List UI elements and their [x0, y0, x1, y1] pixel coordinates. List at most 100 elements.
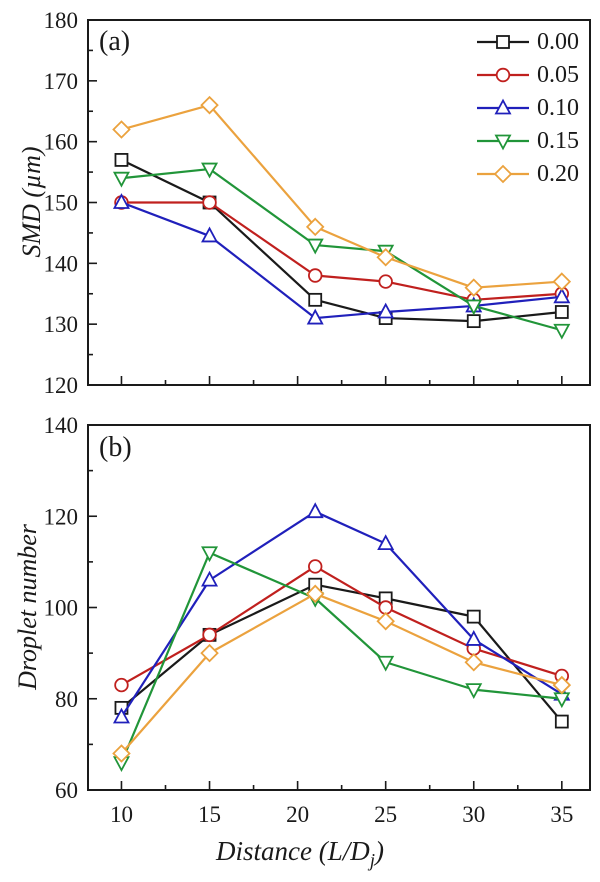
diamond-marker: [552, 272, 572, 291]
triangle-down-marker: [201, 546, 219, 563]
triangle-up-marker: [306, 308, 324, 325]
diamond-marker: [112, 744, 131, 763]
series-line: [121, 104, 562, 289]
triangle-down-marker: [377, 655, 395, 672]
panel-b-y-axis-title: Droplet number: [13, 524, 42, 690]
legend-label: 0.05: [537, 61, 579, 88]
series-line: [121, 201, 562, 320]
plot-border: [87, 19, 591, 386]
square-marker: [114, 153, 129, 167]
legend-swatch: [477, 164, 529, 183]
x-tick-label: 30: [462, 802, 485, 827]
diamond-marker: [493, 164, 513, 183]
legend-swatch: [477, 34, 529, 49]
series-0.20: [112, 95, 572, 297]
series-line: [120, 158, 562, 323]
series-line: [120, 510, 563, 718]
series-0.20: [112, 584, 572, 763]
y-tick-label: 140: [44, 413, 79, 438]
triangle-up-marker: [112, 193, 130, 209]
triangle-down-marker: [112, 171, 130, 188]
square-marker: [308, 292, 323, 307]
triangle-down-marker: [465, 683, 483, 700]
x-axis: 10 15 20 25 30 35: [110, 781, 573, 827]
x-axis-title-close: ): [374, 836, 384, 866]
triangle-up-marker: [201, 570, 219, 587]
x-tick-label: 15: [198, 802, 221, 827]
series-line: [120, 551, 562, 764]
y-tick-label: 150: [44, 191, 79, 216]
series-0.10: [112, 193, 571, 325]
triangle-up-marker: [201, 226, 219, 243]
legend-label: 0.10: [537, 94, 579, 121]
y-tick-label: 170: [44, 69, 79, 94]
diamond-marker: [376, 611, 395, 631]
x-axis: [120, 376, 563, 385]
triangle-down-marker: [465, 299, 483, 316]
legend-label: 0.00: [537, 28, 579, 55]
triangle-down-marker: [553, 323, 571, 340]
triangle-up-marker: [553, 287, 571, 304]
panel-a-y-axis-title: SMD (µm): [17, 146, 46, 258]
circle-marker: [308, 268, 323, 283]
square-marker: [554, 305, 569, 319]
diamond-marker: [200, 95, 219, 115]
triangle-up-marker: [465, 630, 483, 646]
legend-label: 0.15: [537, 127, 579, 154]
series-0.10: [112, 502, 571, 724]
x-axis-title: Distance (L/Dj): [0, 836, 600, 872]
series-line: [121, 201, 562, 301]
triangle-up-marker: [377, 302, 395, 319]
circle-marker: [202, 627, 217, 643]
legend-item-0.00: 0.00: [476, 25, 579, 58]
panel-b-label: (b): [99, 432, 132, 463]
x-axis-title-subscript: j: [369, 850, 375, 872]
triangle-up-marker: [377, 534, 395, 551]
panel-a-label: (a): [99, 26, 131, 57]
triangle-down-marker: [201, 162, 219, 179]
y-tick-label: 100: [44, 596, 79, 621]
legend-item-0.20: 0.20: [476, 157, 579, 190]
y-axis: 60 80 100 120 140: [44, 413, 97, 803]
diamond-marker: [305, 584, 325, 604]
series-0.05: [114, 559, 570, 693]
diamond-marker: [464, 278, 484, 297]
diamond-marker: [112, 120, 131, 139]
triangle-down-marker: [494, 134, 512, 150]
plot-border: [87, 424, 591, 791]
series-line: [120, 592, 563, 755]
panel-a-plot: 120 130 140 150 160 170 180: [44, 8, 591, 398]
triangle-up-marker: [494, 98, 512, 114]
circle-marker: [308, 559, 323, 574]
legend: 0.00 0.05 0.10 0.15 0.20: [476, 25, 579, 190]
x-axis-title-text: Distance (L/D: [216, 836, 370, 866]
circle-marker: [202, 195, 217, 210]
square-marker: [466, 314, 481, 329]
diamond-marker: [376, 247, 395, 267]
triangle-up-marker: [112, 707, 130, 724]
series-line: [120, 583, 563, 723]
y-tick-label: 60: [55, 778, 78, 803]
diamond-marker: [305, 217, 325, 237]
y-tick-label: 180: [44, 8, 79, 33]
y-tick-label: 140: [44, 251, 79, 276]
x-tick-label: 20: [286, 802, 309, 827]
legend-item-0.10: 0.10: [476, 91, 579, 124]
x-tick-label: 10: [110, 802, 133, 827]
y-axis: 120 130 140 150 160 170 180: [44, 8, 97, 398]
y-tick-label: 130: [44, 312, 79, 337]
series-0.00: [114, 577, 569, 729]
diamond-marker: [552, 675, 572, 695]
y-tick-label: 80: [55, 687, 78, 712]
legend-item-0.15: 0.15: [476, 124, 579, 157]
triangle-up-marker: [306, 502, 324, 519]
y-tick-label: 160: [44, 130, 79, 155]
legend-swatch: [477, 67, 529, 82]
diamond-marker: [464, 652, 484, 672]
triangle-down-marker: [306, 238, 324, 255]
series-line: [121, 167, 563, 332]
circle-marker: [114, 677, 129, 693]
square-marker: [496, 34, 510, 49]
diamond-marker: [200, 643, 219, 663]
legend-label: 0.20: [537, 160, 579, 187]
